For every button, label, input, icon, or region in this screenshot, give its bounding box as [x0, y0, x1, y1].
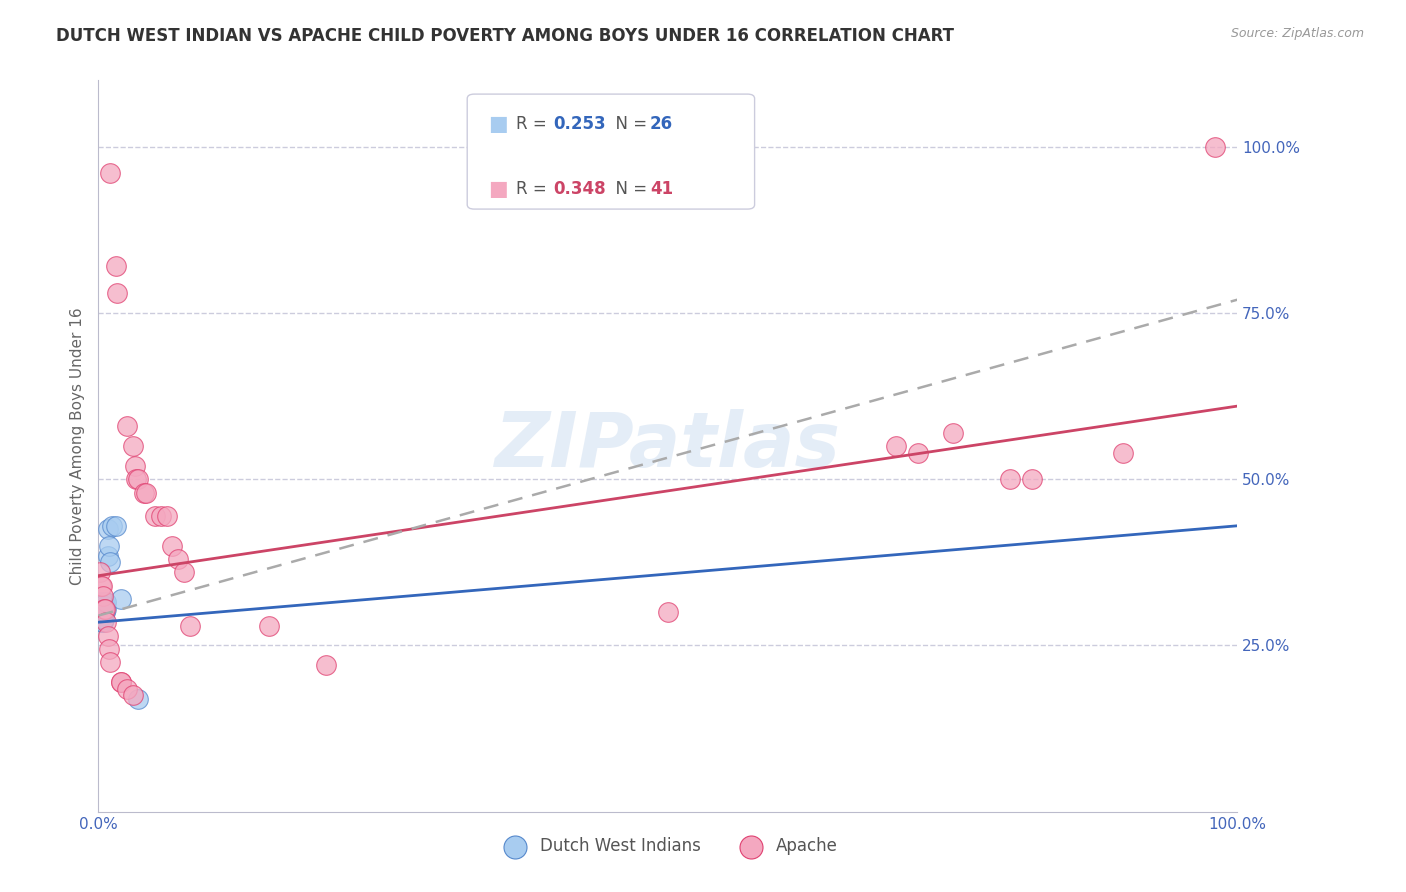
Point — [94, 605, 117, 619]
Point — [89, 595, 111, 609]
Point — [94, 602, 117, 616]
Point — [315, 658, 337, 673]
Point — [657, 605, 679, 619]
Point — [98, 655, 121, 669]
Point — [124, 458, 146, 473]
Y-axis label: Child Poverty Among Boys Under 16: Child Poverty Among Boys Under 16 — [69, 307, 84, 585]
Point — [96, 549, 118, 563]
Point — [121, 689, 143, 703]
Point — [91, 595, 114, 609]
Point — [96, 595, 118, 609]
Text: 26: 26 — [650, 114, 673, 133]
Point — [90, 599, 112, 613]
Point — [89, 602, 111, 616]
Point — [97, 641, 120, 656]
Text: DUTCH WEST INDIAN VS APACHE CHILD POVERTY AMONG BOYS UNDER 16 CORRELATION CHART: DUTCH WEST INDIAN VS APACHE CHILD POVERT… — [56, 27, 955, 45]
Text: ZIPatlas: ZIPatlas — [495, 409, 841, 483]
Point — [259, 618, 281, 632]
Point — [101, 518, 124, 533]
Text: N =: N = — [605, 179, 652, 197]
Point — [127, 472, 149, 486]
Text: N =: N = — [605, 114, 652, 133]
Point — [907, 445, 929, 459]
Point — [179, 618, 201, 632]
Point — [93, 602, 115, 616]
Point — [105, 286, 128, 301]
Point — [998, 472, 1021, 486]
Point — [150, 508, 173, 523]
Point — [173, 566, 195, 580]
Text: R =: R = — [516, 114, 553, 133]
Point — [104, 260, 127, 274]
Point — [96, 628, 118, 642]
Point — [89, 566, 111, 580]
Point — [125, 472, 148, 486]
Point — [1112, 445, 1135, 459]
Point — [121, 439, 143, 453]
Point — [96, 602, 118, 616]
Point — [90, 608, 112, 623]
Point — [156, 508, 179, 523]
Point — [96, 522, 118, 536]
Text: 0.348: 0.348 — [553, 179, 606, 197]
Text: 0.253: 0.253 — [553, 114, 606, 133]
Point — [90, 579, 112, 593]
Point — [93, 602, 115, 616]
Text: R =: R = — [516, 179, 553, 197]
Point — [1204, 140, 1226, 154]
Point — [93, 595, 115, 609]
Point — [884, 439, 907, 453]
Point — [90, 599, 112, 613]
Point — [145, 508, 167, 523]
Point — [110, 675, 132, 690]
Point — [110, 591, 132, 606]
Point — [1021, 472, 1043, 486]
Point — [110, 675, 132, 690]
Point — [132, 485, 155, 500]
Point — [91, 615, 114, 630]
Point — [127, 691, 149, 706]
Point — [91, 605, 114, 619]
Point — [98, 555, 121, 569]
Point — [162, 539, 184, 553]
Point — [942, 425, 965, 440]
Point — [104, 518, 127, 533]
Text: Source: ZipAtlas.com: Source: ZipAtlas.com — [1230, 27, 1364, 40]
Legend: Dutch West Indians, Apache: Dutch West Indians, Apache — [492, 830, 844, 862]
Point — [115, 419, 138, 434]
Point — [94, 599, 117, 613]
Text: 41: 41 — [650, 179, 673, 197]
Text: ■: ■ — [488, 113, 508, 134]
Point — [97, 539, 120, 553]
Point — [90, 612, 112, 626]
Point — [90, 615, 112, 630]
Point — [93, 612, 115, 626]
Text: ■: ■ — [488, 178, 508, 199]
Point — [96, 615, 118, 630]
Point — [90, 608, 112, 623]
Point — [167, 552, 190, 566]
Point — [90, 579, 112, 593]
Point — [91, 589, 114, 603]
Point — [115, 681, 138, 696]
Point — [135, 485, 157, 500]
Point — [98, 166, 121, 180]
